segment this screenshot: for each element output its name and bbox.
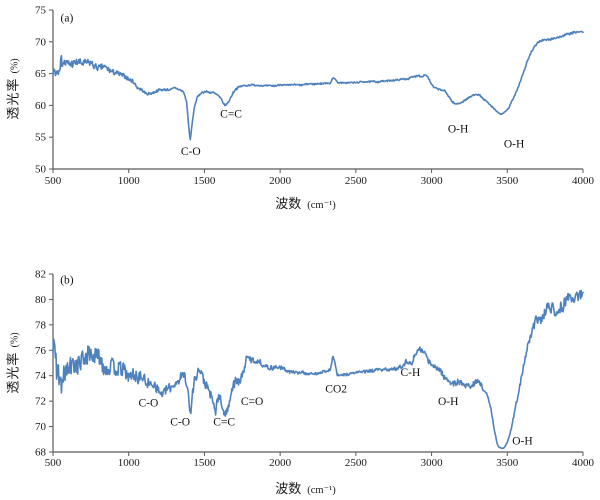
annotation-label: C-H [400, 367, 420, 379]
annotation-label: O-H [448, 123, 468, 135]
y-tick-label: 60 [35, 100, 47, 112]
x-axis-unit: (cm⁻¹) [307, 485, 336, 496]
x-tick-label: 1500 [193, 457, 216, 469]
x-axis-title-text: 波数 [275, 196, 302, 211]
y-tick-label: 80 [35, 294, 47, 306]
y-tick-label: 82 [35, 269, 46, 281]
x-axis-title-text: 波数 [275, 481, 302, 496]
y-tick-label: 76 [35, 345, 47, 357]
annotation-label: O-H [504, 139, 524, 151]
x-tick-label: 2000 [269, 175, 292, 187]
x-tick-label: 2000 [269, 457, 292, 469]
x-tick-label: 1000 [118, 175, 141, 187]
chart-panel-b: 500 1000 1500 2000 2500 3000 3500 4000 68 70 72 74 7… [0, 250, 600, 500]
panel-label: (a) [61, 13, 74, 25]
axes-b [52, 274, 583, 453]
x-tick-label: 2500 [345, 175, 368, 187]
annotation-label: C=C [213, 416, 235, 428]
annotation-label: CO2 [325, 383, 347, 395]
annotation-label: C-O [170, 416, 190, 428]
x-tick-label: 3000 [421, 175, 444, 187]
y-tick-label: 50 [35, 164, 47, 176]
annotation-label: C-O [138, 397, 158, 409]
y-axis-title-text: 透光率 [5, 77, 21, 120]
x-tick-label: 500 [45, 457, 62, 469]
annotation-label: O-H [438, 396, 458, 408]
annotation-label: C-O [181, 146, 201, 158]
y-tick-label: 72 [35, 396, 46, 408]
x-tick-label: 3500 [496, 175, 519, 187]
x-tick-label: 500 [45, 175, 62, 187]
y-axis-title-text: 透光率 [5, 351, 21, 394]
y-tick-label: 78 [35, 319, 47, 331]
x-tick-label: 1500 [193, 175, 216, 187]
y-axis-title: 透光率 (%) [3, 332, 22, 393]
y-tick-label: 75 [35, 5, 47, 17]
x-axis-title: 波数 (cm⁻¹) [53, 478, 558, 497]
y-tick-label: 74 [35, 370, 47, 382]
y-tick-label: 65 [35, 68, 47, 80]
x-axis-unit: (cm⁻¹) [307, 200, 336, 211]
annotation-label: O-H [512, 436, 532, 448]
x-tick-label: 1000 [118, 457, 141, 469]
y-tick-label: 70 [35, 36, 47, 48]
chart-b-plot-area: 500 1000 1500 2000 2500 3000 3500 4000 68 70 72 74 7… [35, 269, 595, 470]
y-tick-label: 55 [35, 132, 47, 144]
x-tick-label: 4000 [572, 175, 595, 187]
x-tick-label: 3000 [421, 457, 444, 469]
x-tick-label: 4000 [572, 457, 595, 469]
y-axis-unit: (%) [9, 332, 21, 348]
chart-a-plot-area: 500 1000 1500 2000 2500 3000 3500 4000 50 55 60 65 7… [35, 5, 595, 188]
x-tick-label: 2500 [345, 457, 368, 469]
annotation-label: C=C [220, 109, 242, 121]
spectrum-line [52, 30, 584, 141]
y-axis-title: 透光率 (%) [3, 58, 22, 119]
x-tick-label: 3500 [496, 457, 519, 469]
y-axis-unit: (%) [9, 58, 21, 74]
chart-panel-a: 500 1000 1500 2000 2500 3000 3500 4000 50 55 60 65 7… [0, 0, 600, 245]
y-tick-label: 68 [35, 447, 47, 459]
panel-label: (b) [60, 275, 74, 287]
annotation-label: C=O [241, 396, 263, 408]
spectrum-line [52, 289, 584, 450]
x-axis-title: 波数 (cm⁻¹) [53, 193, 558, 212]
y-tick-label: 70 [35, 421, 47, 433]
